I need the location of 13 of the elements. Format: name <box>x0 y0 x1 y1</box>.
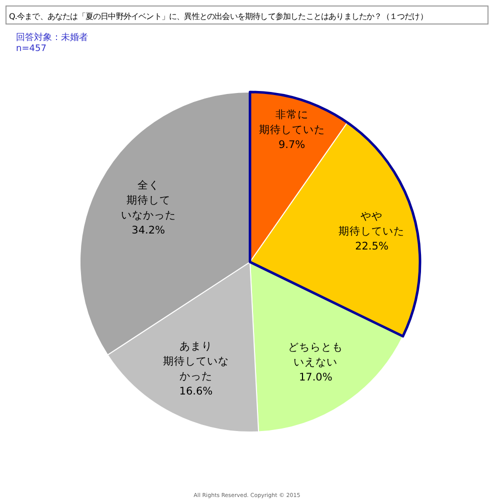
text: n=457 <box>16 44 46 54</box>
slice-label: あまり期待していなかった <box>162 340 229 383</box>
slice-label: やや期待していた <box>338 210 405 238</box>
data-label: 17.0% <box>298 371 332 384</box>
slice-label: 非常に期待していた <box>258 108 325 136</box>
data-label: 22.5% <box>355 240 388 252</box>
data-label: 34.2% <box>132 224 166 236</box>
slice-label: どちらともいえない <box>288 341 344 368</box>
chart-title: Q.今まで、あなたは「夏の日中野外イベント」に、異性との出会いを期待して参加したことはありましたか？（１つだけ） <box>9 12 428 21</box>
chart-subtitle: 回答対象：未婚者 <box>16 32 88 43</box>
data-label: 9.7% <box>278 139 306 152</box>
data-label: 16.6% <box>179 386 213 398</box>
slice-label: 全く期待していなかった <box>120 179 176 222</box>
